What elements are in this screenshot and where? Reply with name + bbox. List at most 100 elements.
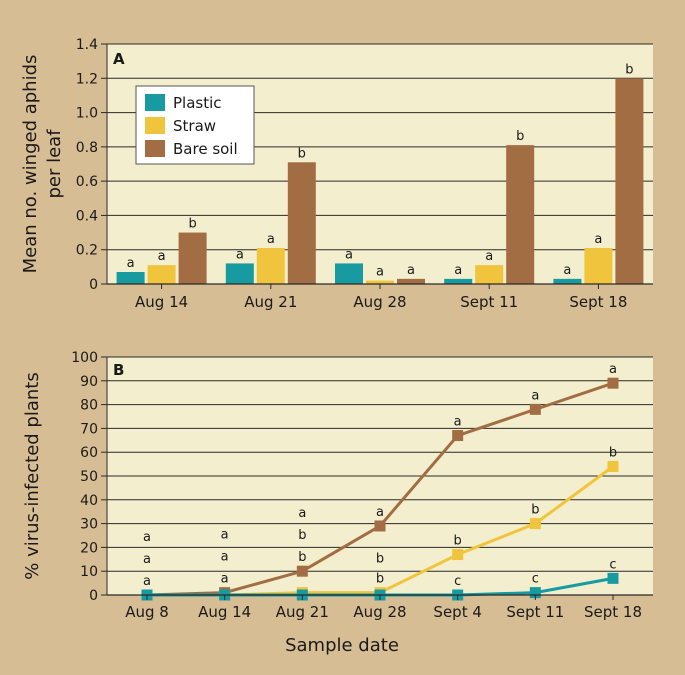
- marker-straw-sept-4: [452, 549, 464, 561]
- significance-letter: a: [236, 247, 244, 262]
- panel-b-y-ticks: 0 10 20 30 40 50 60 70 80 90 100: [71, 350, 108, 604]
- panel-a-x-tick-label: Aug 21: [244, 293, 297, 311]
- marker-bare-soil-aug-21: [296, 565, 308, 577]
- marker-bare-soil-sept-4: [452, 430, 464, 442]
- letter-bare-soil: a: [376, 505, 384, 520]
- bar-straw-aug-14: [147, 265, 176, 284]
- letter-bare-soil: a: [298, 506, 306, 521]
- letter-straw: a: [221, 550, 229, 565]
- panel-b-y-tick-label: 80: [80, 398, 98, 414]
- panel-b-y-tick-label: 30: [80, 517, 98, 533]
- bar-bare-soil-sept-11: [506, 145, 535, 284]
- legend-label-straw: Straw: [173, 117, 216, 135]
- letter-straw: b: [531, 503, 539, 518]
- letter-bare-soil: a: [143, 530, 151, 545]
- bar-bare-soil-aug-28: [397, 278, 425, 284]
- letter-straw: b: [376, 552, 384, 567]
- panel-a-y-tick-label: 1.4: [76, 37, 98, 53]
- legend-label-plastic: Plastic: [173, 94, 222, 112]
- bar-bare-soil-sept-18: [615, 78, 644, 285]
- marker-straw-sept-18: [607, 460, 619, 472]
- legend-label-bare-soil: Bare soil: [173, 140, 238, 158]
- bar-straw-sept-18: [584, 248, 613, 284]
- significance-letter: b: [625, 62, 633, 77]
- bar-bare-soil-aug-14: [178, 232, 207, 284]
- panel-b-y-tick-label: 60: [80, 445, 98, 461]
- bar-straw-aug-21: [256, 248, 285, 284]
- panel-b-x-tick-label: Sept 4: [433, 603, 481, 621]
- panel-b-y-tick-label: 50: [80, 469, 98, 485]
- legend-swatch-straw: [145, 117, 165, 134]
- panel-b-y-tick-label: 90: [80, 374, 98, 390]
- bar-plastic-sept-11: [444, 278, 473, 284]
- panel-a-y-tick-label: 0.6: [76, 174, 98, 190]
- panel-a-y-ticks: 0 0.2 0.4 0.6 0.8 1.0 1.2 1.4: [76, 37, 108, 293]
- letter-bare-soil: a: [221, 528, 229, 543]
- panel-b-x-ticks: Aug 8 Aug 14 Aug 21 Aug 28 Sept 4 Sept 11 Sept…: [107, 594, 653, 621]
- letter-plastic: a: [221, 572, 229, 587]
- significance-letter: b: [188, 217, 196, 232]
- significance-letter: a: [345, 247, 353, 262]
- significance-letter: a: [158, 249, 166, 264]
- panel-a-y-tick-label: 0.4: [76, 208, 98, 224]
- panel-b-y-tick-label: 70: [80, 421, 98, 437]
- letter-plastic: b: [376, 572, 384, 587]
- significance-letter: a: [267, 232, 275, 247]
- bar-bare-soil-aug-21: [287, 162, 316, 284]
- panel-b: 0 10 20 30 40 50 60 70 80 90 100 Aug 8 Aug 14 Aug 21…: [22, 350, 653, 656]
- significance-letter: a: [454, 263, 462, 278]
- bar-plastic-aug-21: [225, 263, 254, 284]
- panel-b-x-axis-title: Sample date: [285, 635, 399, 656]
- bar-plastic-aug-28: [335, 263, 363, 284]
- panel-b-x-tick-label: Sept 18: [584, 603, 642, 621]
- panel-a-label: A: [113, 50, 125, 68]
- panel-a: a a b a a b a a a a a b a a b 0 0.2 0.4 0.6 0.8 1.0 1.2 1.4 A…: [20, 37, 653, 311]
- significance-letter: a: [407, 263, 415, 278]
- panel-a-x-tick-label: Aug 14: [135, 293, 188, 311]
- letter-bare-soil: a: [609, 362, 617, 377]
- panel-b-x-tick-label: Aug 28: [353, 603, 406, 621]
- significance-letter: b: [298, 146, 306, 161]
- panel-a-x-tick-label: Aug 28: [353, 293, 406, 311]
- legend: Plastic Straw Bare soil: [135, 85, 255, 165]
- letter-plastic: a: [143, 574, 151, 589]
- marker-plastic-sept-11: [529, 587, 541, 599]
- panel-b-label: B: [113, 361, 124, 379]
- letter-plastic: c: [609, 557, 616, 572]
- bar-straw-aug-28: [366, 280, 394, 284]
- panel-a-x-tick-label: Sept 18: [569, 293, 627, 311]
- panel-a-x-tick-label: Sept 11: [460, 293, 518, 311]
- marker-bare-soil-aug-28: [374, 520, 386, 532]
- letter-straw: b: [298, 528, 306, 543]
- letter-bare-soil: a: [454, 415, 462, 430]
- panel-a-y-tick-label: 1.2: [76, 71, 98, 87]
- significance-letter: a: [594, 232, 602, 247]
- panel-b-y-tick-label: 0: [89, 588, 98, 604]
- panel-a-y-axis-title: Mean no. winged aphids per leaf: [20, 55, 65, 274]
- letter-bare-soil: a: [531, 388, 539, 403]
- panel-a-y-axis-title-line2: per leaf: [44, 129, 65, 199]
- significance-letter: a: [376, 265, 384, 280]
- significance-letter: b: [516, 129, 524, 144]
- letter-straw: b: [609, 445, 617, 460]
- significance-letter: a: [127, 256, 135, 271]
- bar-plastic-sept-18: [553, 278, 582, 284]
- panel-b-y-tick-label: 100: [71, 350, 98, 366]
- panel-b-x-tick-label: Aug 14: [198, 603, 251, 621]
- panel-b-x-tick-label: Sept 11: [506, 603, 564, 621]
- panel-b-y-tick-label: 40: [80, 493, 98, 509]
- panel-b-y-axis-title: % virus-infected plants: [22, 372, 43, 579]
- letter-plastic: c: [454, 574, 461, 589]
- panel-a-y-tick-label: 0.8: [76, 140, 98, 156]
- bar-straw-sept-11: [475, 265, 504, 284]
- marker-plastic-sept-18: [607, 572, 619, 584]
- panel-b-x-tick-label: Aug 21: [276, 603, 329, 621]
- letter-straw: b: [454, 534, 462, 549]
- significance-letter: a: [563, 263, 571, 278]
- panel-a-y-tick-label: 1.0: [76, 106, 98, 122]
- marker-straw-sept-11: [529, 518, 541, 530]
- marker-bare-soil-sept-18: [607, 377, 619, 389]
- panel-a-y-tick-label: 0.2: [76, 243, 98, 259]
